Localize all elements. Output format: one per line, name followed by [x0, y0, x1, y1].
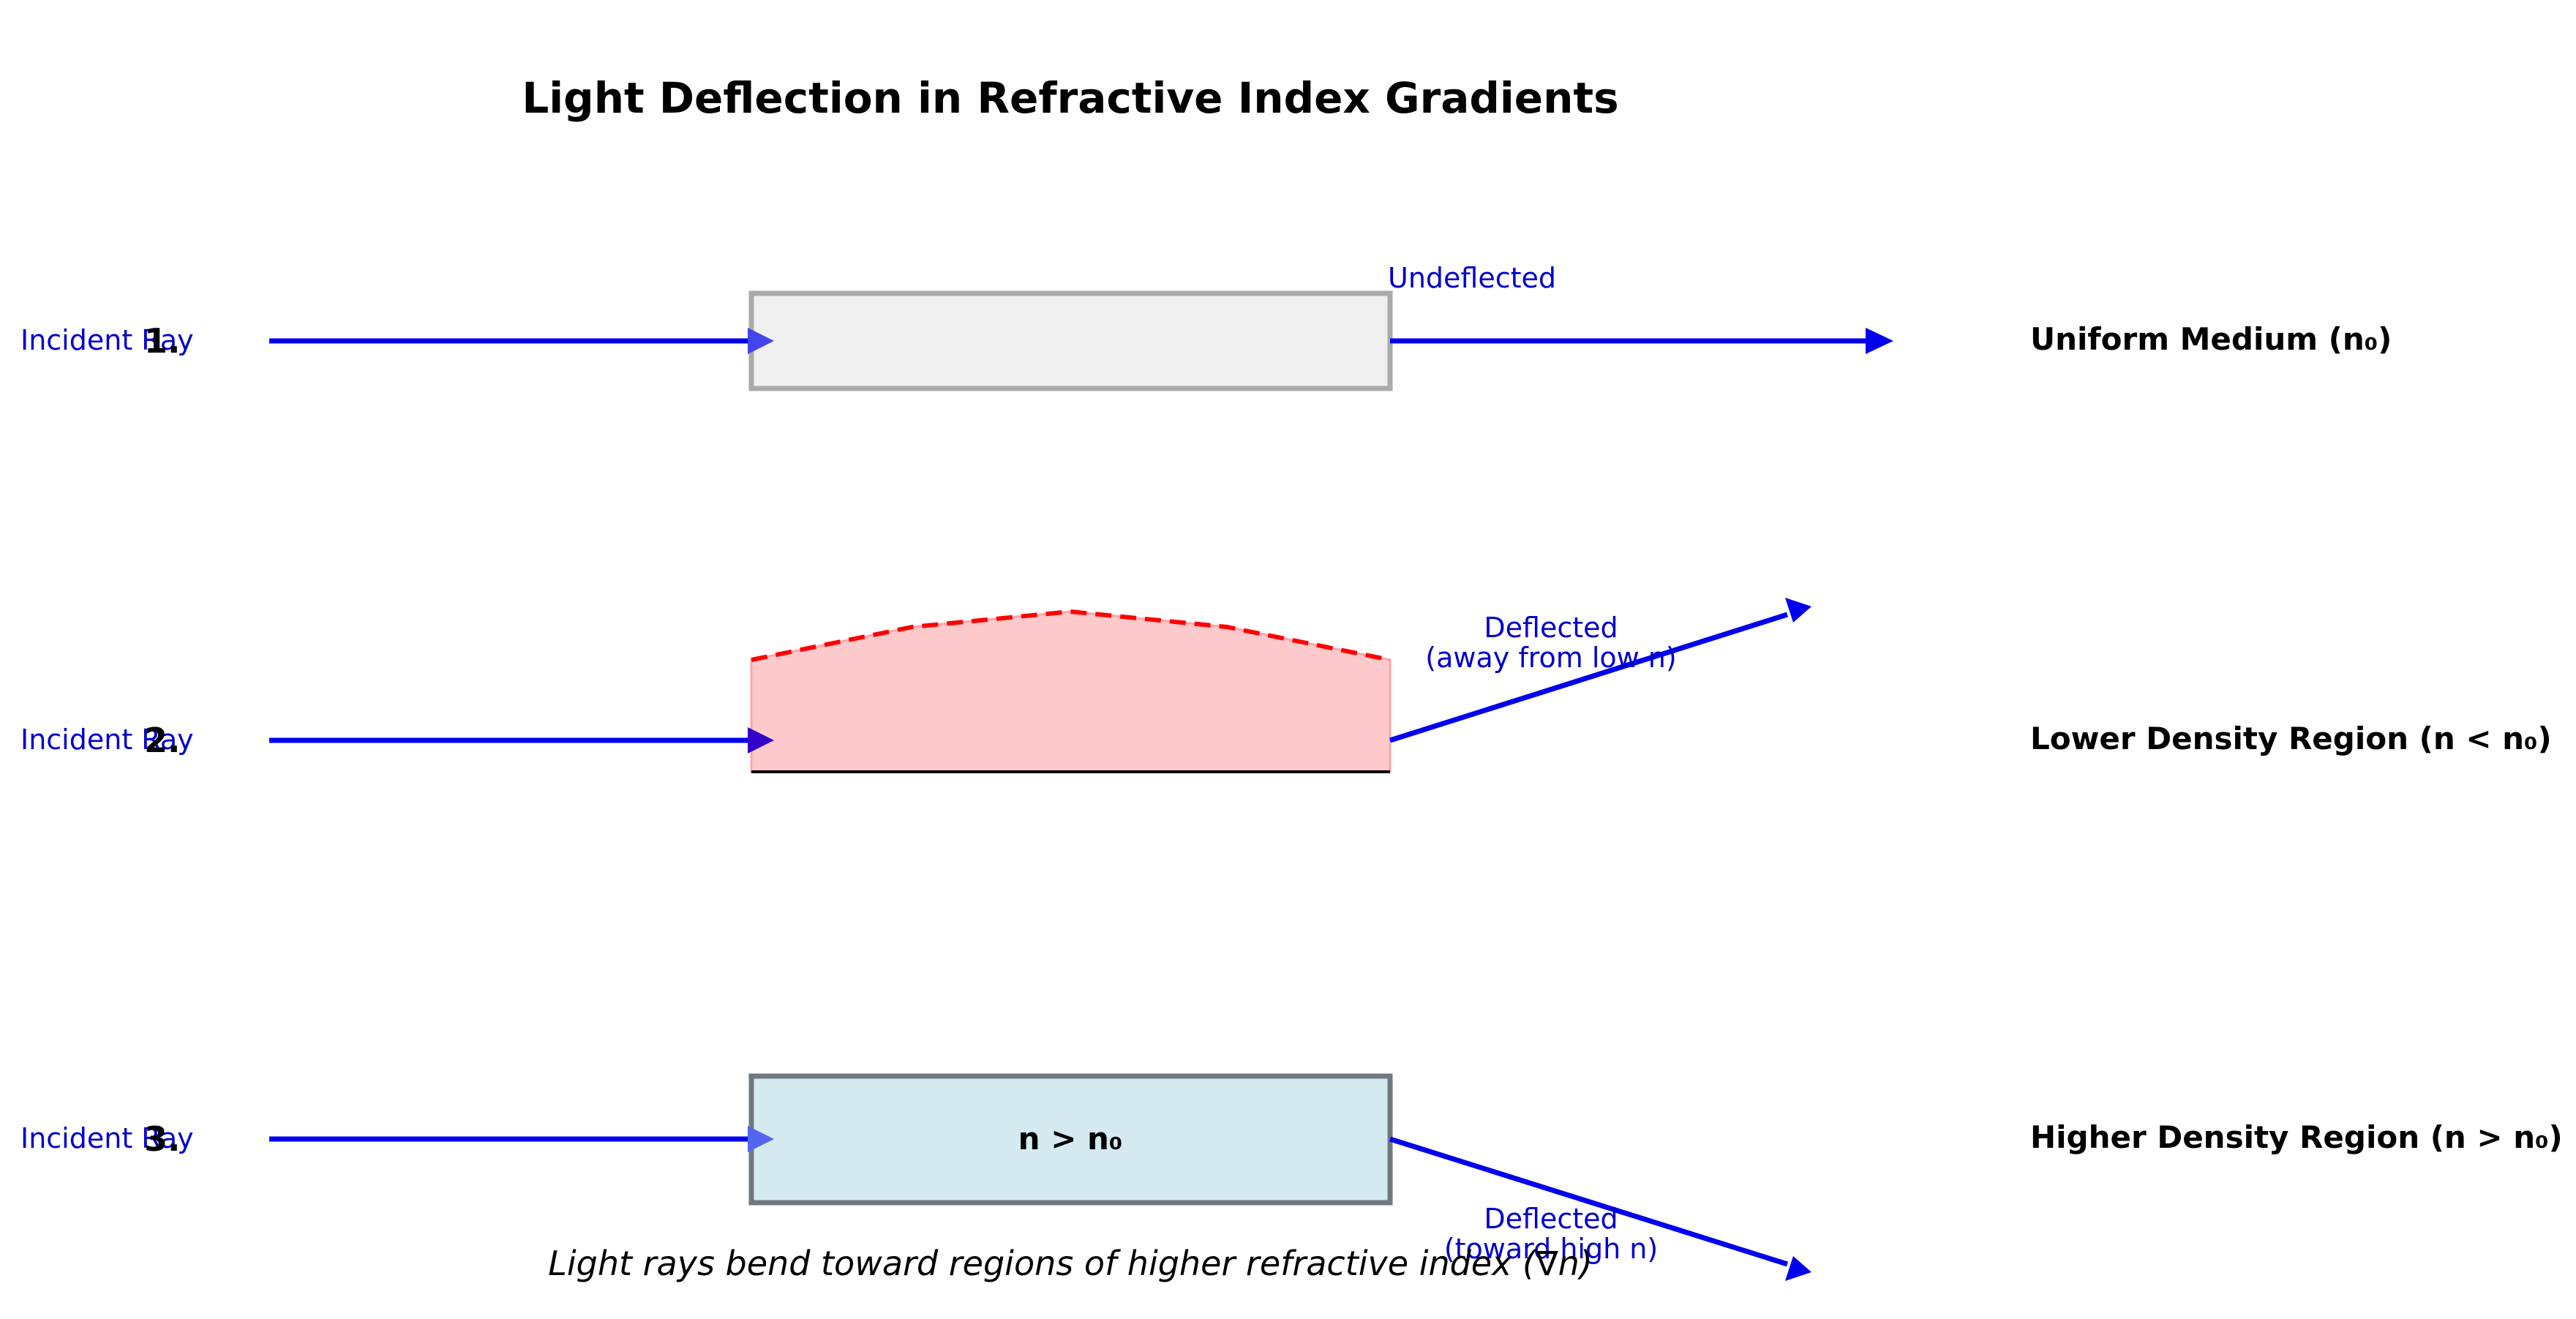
uniform-medium-box — [751, 293, 1390, 388]
deflected-away-label-line1: Deflected — [1484, 612, 1618, 644]
diagram-caption: Light rays bend toward regions of higher… — [548, 1244, 1593, 1283]
row-lower-density: Incident Ray 2. Deflected (away from low… — [20, 598, 2552, 772]
diagram-title: Light Deflection in Refractive Index Gra… — [522, 73, 1618, 123]
row-number-1: 1. — [144, 321, 180, 361]
undeflected-arrowhead — [1866, 328, 1893, 354]
row-uniform: Incident Ray 1. Undeflected Uniform Medi… — [20, 262, 2392, 388]
deflected-away-label-line2: (away from low n) — [1425, 642, 1676, 674]
deflected-toward-arrowhead — [1785, 1256, 1811, 1281]
undeflected-label: Undeflected — [1388, 262, 1556, 294]
row-number-3: 3. — [144, 1119, 180, 1159]
deflected-toward-label-line1: Deflected — [1484, 1203, 1618, 1235]
low-density-region — [751, 612, 1390, 772]
lower-density-label: Lower Density Region (n < n₀) — [2030, 721, 2552, 756]
higher-density-label: Higher Density Region (n > n₀) — [2030, 1119, 2563, 1155]
deflected-away-arrowhead — [1785, 598, 1811, 623]
high-density-box-label: n > n₀ — [1018, 1121, 1123, 1157]
uniform-medium-label: Uniform Medium (n₀) — [2030, 321, 2392, 357]
row-number-2: 2. — [144, 721, 180, 760]
